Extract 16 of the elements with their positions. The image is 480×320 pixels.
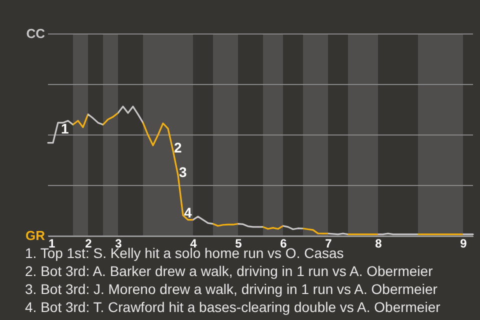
annotation: 2 <box>174 140 182 156</box>
ref-line-label: GR <box>26 228 46 243</box>
ref-line-label: CC <box>26 26 46 41</box>
annotation: 1 <box>61 120 69 137</box>
annotation: 3 <box>179 164 187 180</box>
x-tick-label: 2 <box>85 236 92 250</box>
x-tick-label: 4 <box>190 236 198 250</box>
annotation: 4 <box>184 204 192 220</box>
text: 4. Bot 3rd: T. Crawford hit a bases-clearing double vs A. Obermeier <box>25 298 440 316</box>
x-tick-label: 5 <box>235 236 242 250</box>
x-tick-label: 7 <box>325 236 332 250</box>
x-tick-label: 1 <box>48 236 56 250</box>
text: 2. Bot 3rd: A. Barker drew a walk, driving in 1 run vs A. Obermeier <box>25 262 434 280</box>
x-tick-label: 8 <box>375 236 382 250</box>
x-tick-label: 9 <box>460 236 468 250</box>
text: 3. Bot 3rd: J. Moreno drew a walk, driving in 1 run vs A. Obermeier <box>25 280 438 298</box>
